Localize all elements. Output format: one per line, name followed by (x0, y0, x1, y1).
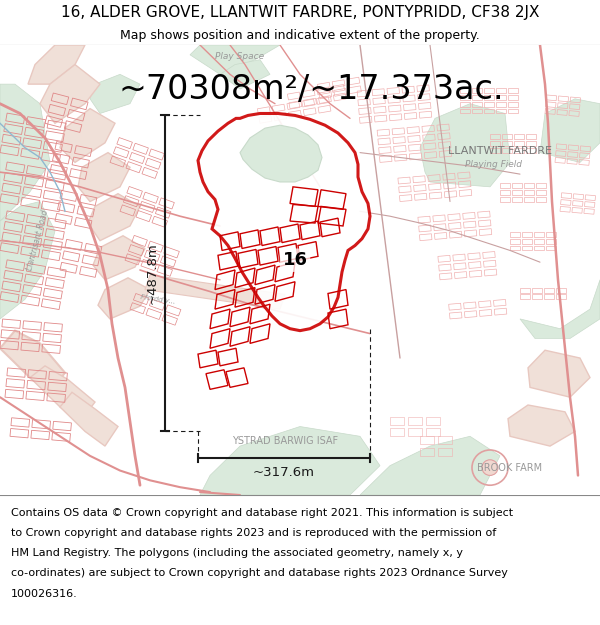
Text: Contains OS data © Crown copyright and database right 2021. This information is : Contains OS data © Crown copyright and d… (11, 508, 513, 518)
Polygon shape (198, 114, 370, 331)
Text: ~317.6m: ~317.6m (253, 466, 315, 479)
Text: ~70308m²/~17.373ac.: ~70308m²/~17.373ac. (118, 72, 503, 106)
Text: BROOK FARM: BROOK FARM (478, 462, 542, 472)
Polygon shape (190, 45, 280, 74)
Polygon shape (98, 278, 150, 319)
Text: Map shows position and indicative extent of the property.: Map shows position and indicative extent… (120, 29, 480, 42)
Polygon shape (40, 64, 100, 123)
Polygon shape (60, 392, 118, 446)
Polygon shape (220, 59, 270, 89)
Polygon shape (420, 104, 510, 187)
Polygon shape (0, 201, 55, 319)
Polygon shape (520, 280, 600, 339)
Polygon shape (145, 275, 285, 309)
Polygon shape (78, 152, 130, 201)
Polygon shape (90, 74, 140, 114)
Text: 16: 16 (283, 251, 308, 269)
Text: LLANTWIT FARDRE: LLANTWIT FARDRE (448, 146, 552, 156)
Text: Ffordd y...: Ffordd y... (140, 294, 176, 305)
Text: ~487.8m: ~487.8m (146, 242, 159, 304)
Polygon shape (360, 436, 500, 495)
Polygon shape (93, 236, 145, 280)
Polygon shape (0, 331, 65, 392)
Text: Playing Field: Playing Field (465, 160, 522, 169)
Text: 16, ALDER GROVE, LLANTWIT FARDRE, PONTYPRIDD, CF38 2JX: 16, ALDER GROVE, LLANTWIT FARDRE, PONTYP… (61, 5, 539, 20)
Polygon shape (200, 426, 380, 495)
Text: to Crown copyright and database rights 2023 and is reproduced with the permissio: to Crown copyright and database rights 2… (11, 528, 496, 538)
Polygon shape (508, 405, 575, 446)
Polygon shape (30, 366, 95, 422)
Text: Llantrisant Road: Llantrisant Road (26, 209, 50, 272)
Text: YSTRAD BARWIG ISAF: YSTRAD BARWIG ISAF (232, 436, 338, 446)
Circle shape (482, 460, 498, 476)
Polygon shape (528, 350, 590, 397)
Polygon shape (0, 84, 50, 221)
Polygon shape (540, 99, 600, 162)
Polygon shape (60, 109, 115, 162)
Text: 100026316.: 100026316. (11, 589, 77, 599)
Polygon shape (240, 125, 322, 182)
Text: co-ordinates) are subject to Crown copyright and database rights 2023 Ordnance S: co-ordinates) are subject to Crown copyr… (11, 569, 508, 579)
Text: Play Space: Play Space (215, 52, 265, 61)
Text: HM Land Registry. The polygons (including the associated geometry, namely x, y: HM Land Registry. The polygons (includin… (11, 548, 463, 558)
Polygon shape (88, 194, 140, 241)
Polygon shape (28, 45, 85, 84)
